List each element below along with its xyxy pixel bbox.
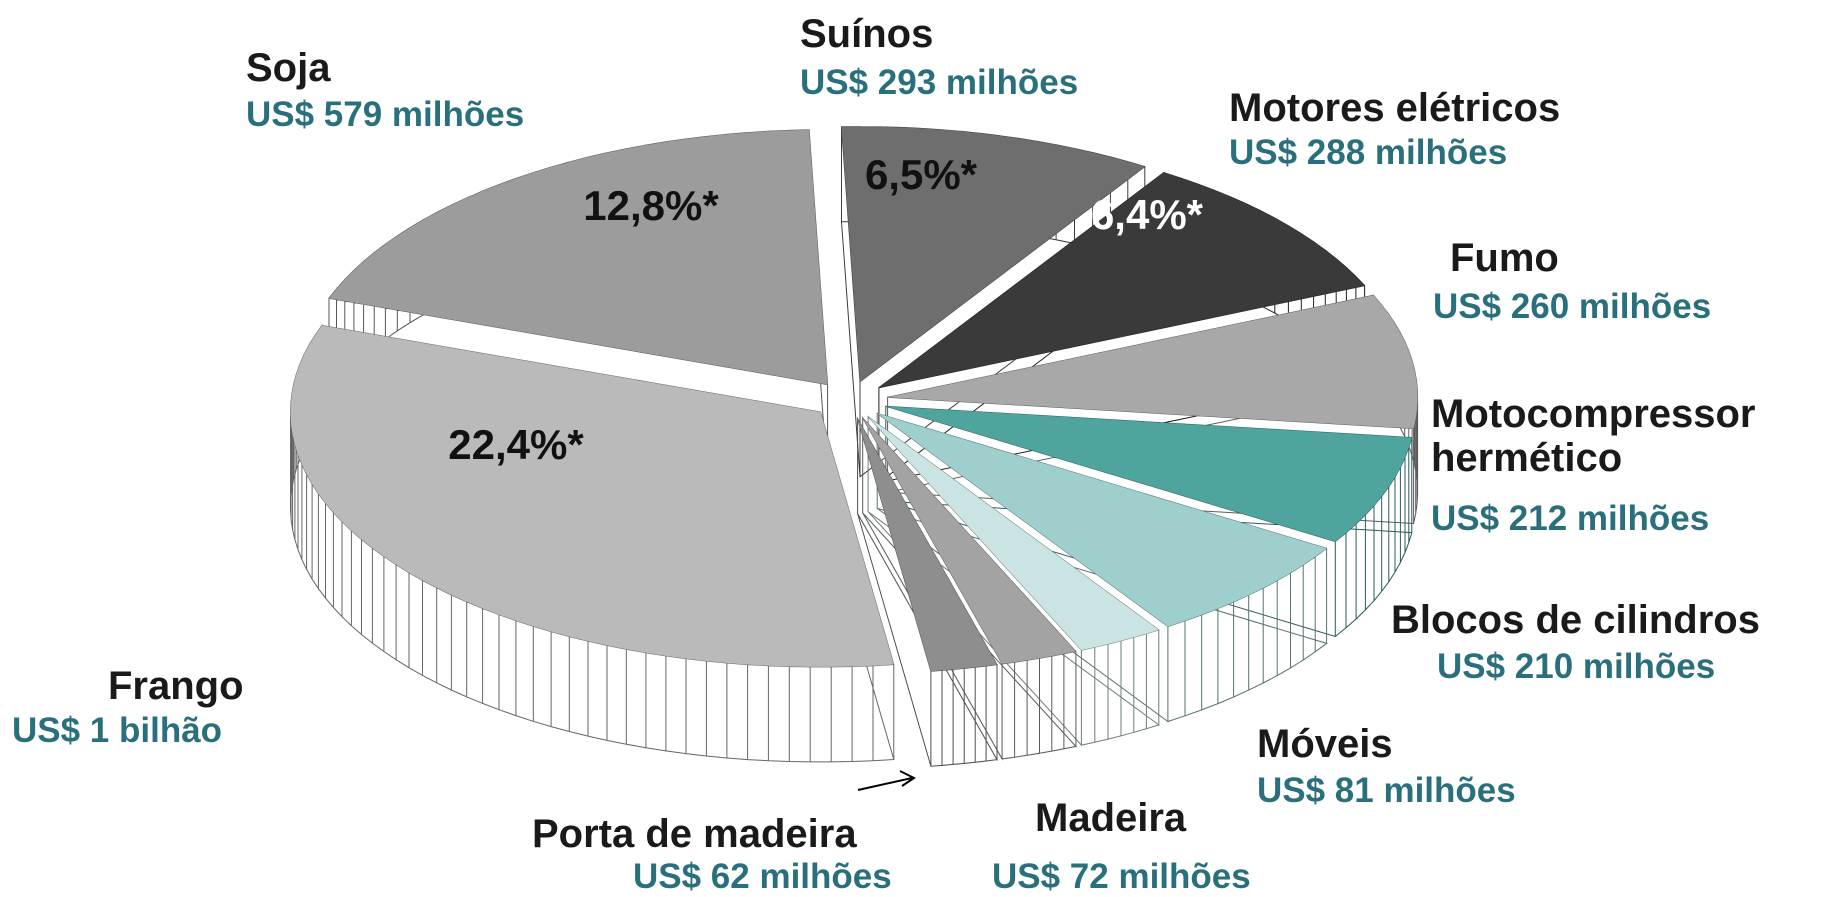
value-label: US$ 1 bilhão: [12, 711, 223, 750]
share-label: 6,4%*: [1091, 191, 1204, 238]
slice-top: [887, 295, 1418, 429]
category-label: Motores elétricos: [1229, 86, 1561, 130]
value-label: US$ 62 milhões: [633, 857, 892, 896]
slice: [289, 323, 895, 763]
pointer-arrow-head: [899, 770, 916, 787]
slice: [857, 416, 998, 767]
slice-top: [290, 325, 894, 667]
value-label: US$ 212 milhões: [1431, 499, 1710, 538]
slice-top: [329, 129, 828, 385]
value-label: US$ 260 milhões: [1433, 287, 1712, 326]
category-label: Blocos de cilindros: [1391, 598, 1760, 642]
slice: [867, 415, 1160, 747]
share-label: 22,4%*: [448, 421, 584, 468]
value-label: US$ 288 milhões: [1229, 133, 1508, 172]
category-label: Fumo: [1450, 236, 1559, 280]
slice: [876, 412, 1328, 723]
value-label: US$ 293 milhões: [800, 63, 1079, 102]
value-label: US$ 579 milhões: [246, 95, 525, 134]
value-label: US$ 72 milhões: [992, 857, 1251, 896]
share-label: 12,8%*: [583, 182, 719, 229]
share-label: 6,5%*: [865, 151, 978, 198]
slice-top: [877, 413, 1327, 627]
category-label: Frango: [108, 664, 244, 708]
value-label: US$ 81 milhões: [1257, 771, 1516, 810]
slice: [862, 416, 1077, 761]
slice-top: [878, 172, 1365, 388]
category-label: Soja: [246, 46, 331, 90]
slice-side: [867, 415, 1160, 747]
slice: [885, 405, 1413, 638]
slice-top: [841, 126, 1145, 382]
pointer-arrow: [857, 777, 913, 791]
category-label: Suínos: [800, 12, 934, 56]
category-label: Madeira: [1035, 796, 1187, 840]
category-label: Motocompressor hermético: [1431, 392, 1756, 480]
slice-top: [868, 416, 1159, 651]
slice-top: [857, 418, 997, 672]
value-label: US$ 210 milhões: [1437, 647, 1716, 686]
category-label: Móveis: [1257, 722, 1393, 766]
slice-top: [862, 417, 1076, 664]
category-label: Porta de madeira: [532, 812, 857, 856]
slice-top: [885, 406, 1412, 542]
